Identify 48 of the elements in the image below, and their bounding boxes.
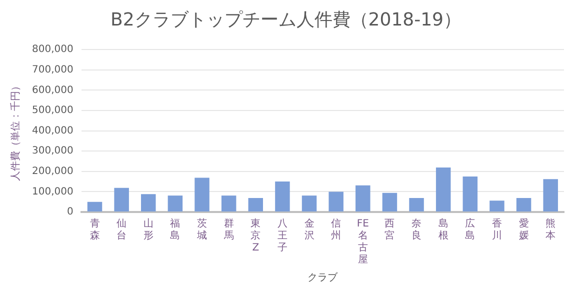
y-tick-label: 800,000 bbox=[32, 44, 74, 56]
bar bbox=[87, 202, 102, 212]
y-tick-label: 0 bbox=[66, 206, 74, 218]
x-tick-label: 奈良 bbox=[412, 218, 422, 242]
x-tick-label: 信州 bbox=[331, 218, 342, 242]
y-tick-label: 500,000 bbox=[32, 105, 74, 116]
x-tick-label: 熊本 bbox=[546, 218, 556, 242]
x-tick-label: FE名古屋 bbox=[356, 218, 369, 266]
x-tick-label: 茨城 bbox=[196, 218, 208, 242]
x-tick-label: 八王子 bbox=[277, 218, 288, 254]
x-axis-title: クラブ bbox=[308, 272, 339, 284]
bar bbox=[356, 185, 370, 212]
bar bbox=[275, 182, 290, 212]
bar bbox=[114, 188, 129, 212]
bar bbox=[462, 176, 478, 212]
y-tick-label: 300,000 bbox=[32, 146, 74, 157]
y-tick-label: 600,000 bbox=[32, 84, 74, 96]
x-tick-label: 金沢 bbox=[304, 218, 314, 242]
x-tick-label: 福島 bbox=[170, 218, 180, 242]
bar bbox=[221, 196, 236, 212]
bar bbox=[302, 196, 317, 212]
bar bbox=[194, 178, 210, 212]
x-tick-label: 仙台 bbox=[116, 218, 127, 242]
bar bbox=[141, 194, 156, 212]
x-tick-label: 東京Z bbox=[250, 218, 261, 254]
x-tick-label: 香川 bbox=[492, 218, 502, 242]
x-tick-label: 青森 bbox=[90, 218, 100, 242]
x-tick-label: 群馬 bbox=[222, 218, 234, 242]
bar bbox=[490, 200, 504, 212]
bar bbox=[328, 192, 344, 212]
bar bbox=[516, 198, 532, 212]
y-tick-label: 200,000 bbox=[32, 166, 74, 177]
x-tick-label: 山形 bbox=[143, 218, 154, 242]
y-tick-label: 100,000 bbox=[32, 186, 74, 198]
y-tick-label: 700,000 bbox=[32, 64, 74, 76]
x-tick-label: 島根 bbox=[438, 218, 448, 242]
bar bbox=[248, 198, 264, 212]
bar bbox=[436, 168, 451, 212]
x-tick-label: 西宮 bbox=[384, 218, 395, 242]
bar bbox=[409, 198, 424, 212]
x-tick-label: 広島 bbox=[465, 218, 476, 242]
x-tick-label: 愛媛 bbox=[518, 218, 529, 242]
y-tick-label: 400,000 bbox=[32, 125, 74, 136]
chart-title: B2クラブトップチーム人件費（2018-19） bbox=[110, 9, 462, 30]
bar bbox=[543, 179, 558, 212]
bar bbox=[382, 192, 398, 212]
bar bbox=[168, 196, 183, 212]
y-axis-title: 人件費（単位：千円） bbox=[10, 80, 22, 181]
